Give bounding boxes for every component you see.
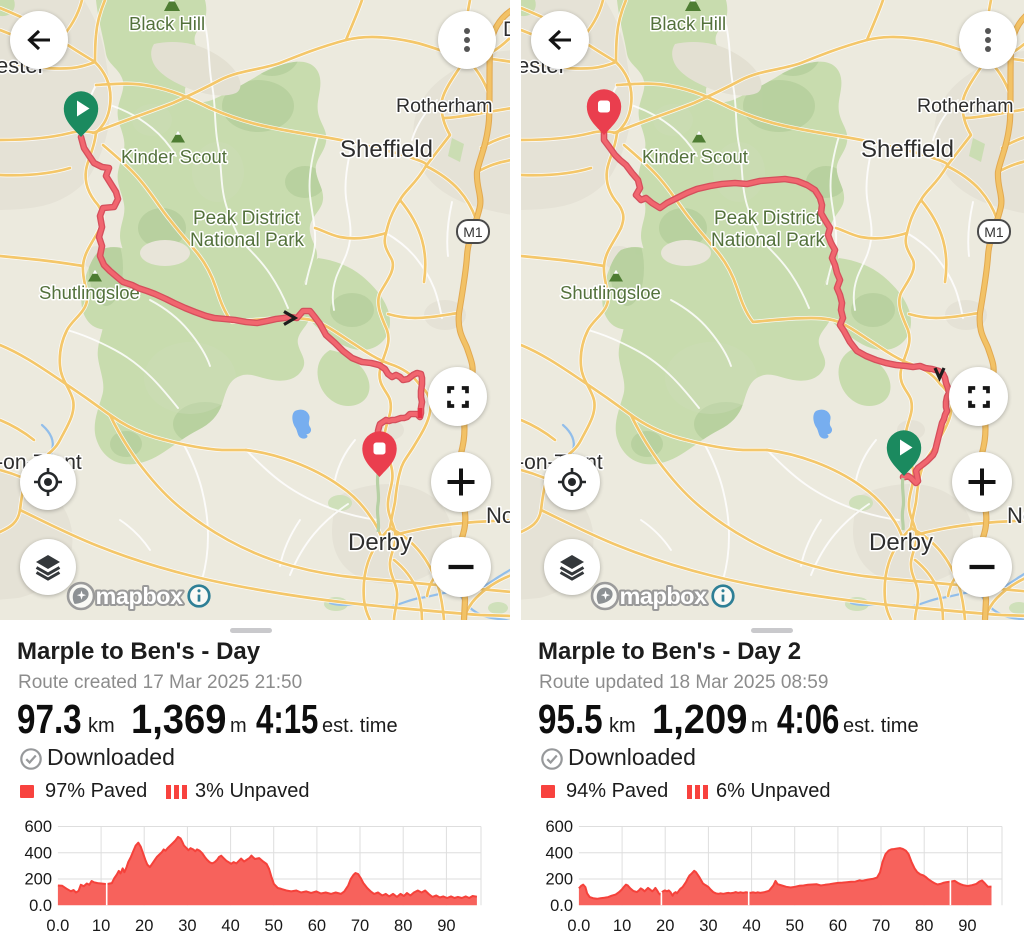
svg-text:60: 60 — [829, 917, 847, 935]
svg-text:10: 10 — [613, 917, 631, 935]
svg-text:20: 20 — [656, 917, 674, 935]
svg-text:0.0: 0.0 — [567, 917, 590, 935]
svg-text:90: 90 — [437, 917, 455, 935]
svg-text:mapbox: mapbox — [620, 583, 708, 609]
svg-text:70: 70 — [351, 917, 369, 935]
svg-text:mapbox: mapbox — [96, 583, 184, 609]
svg-text:20: 20 — [135, 917, 153, 935]
svg-text:10: 10 — [92, 917, 110, 935]
svg-text:30: 30 — [178, 917, 196, 935]
svg-text:50: 50 — [786, 917, 804, 935]
svg-text:400: 400 — [545, 844, 573, 862]
svg-text:600: 600 — [24, 818, 52, 836]
svg-text:0.0: 0.0 — [46, 917, 69, 935]
svg-text:30: 30 — [699, 917, 717, 935]
svg-text:70: 70 — [872, 917, 890, 935]
svg-text:200: 200 — [545, 871, 573, 889]
svg-text:40: 40 — [221, 917, 239, 935]
svg-text:0.0: 0.0 — [29, 897, 52, 915]
svg-text:80: 80 — [915, 917, 933, 935]
svg-text:90: 90 — [958, 917, 976, 935]
svg-text:50: 50 — [265, 917, 283, 935]
svg-text:0.0: 0.0 — [550, 897, 573, 915]
svg-text:400: 400 — [24, 844, 52, 862]
svg-text:600: 600 — [545, 818, 573, 836]
svg-text:80: 80 — [394, 917, 412, 935]
svg-text:200: 200 — [24, 871, 52, 889]
svg-text:40: 40 — [742, 917, 760, 935]
svg-text:60: 60 — [308, 917, 326, 935]
